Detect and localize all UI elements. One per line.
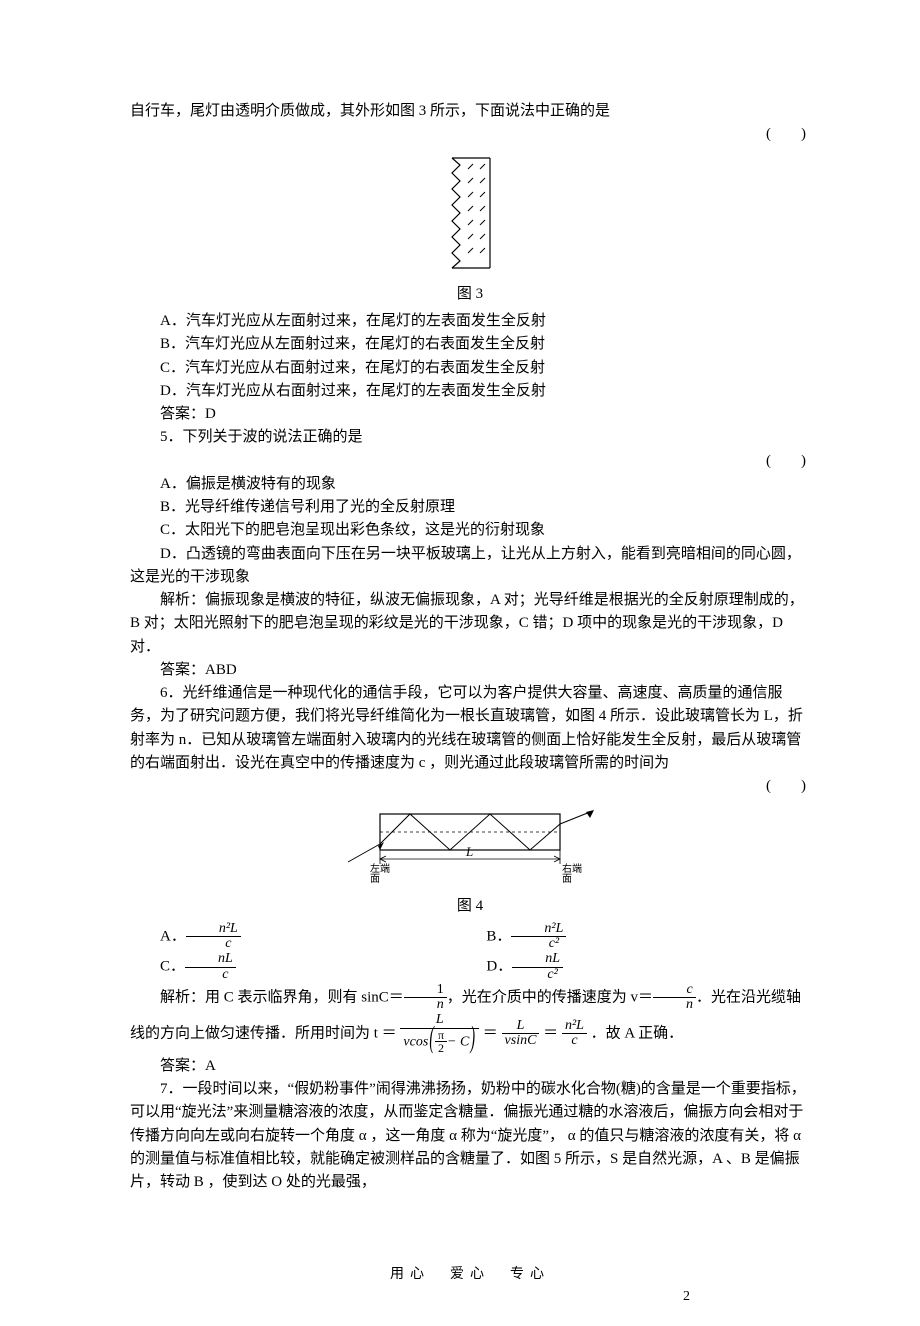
q6-explain-line2: 线的方向上做匀速传播．所用时间为 t ＝ L vcos(π2− C) ＝ Lvs…	[130, 1013, 810, 1055]
q6-options-row2: C．nLc D．nLc²	[130, 952, 810, 982]
q6-answer: 答案：A	[130, 1055, 810, 1078]
fig4-L-label: L	[465, 844, 473, 859]
q6-option-b: B．n²Lc²	[456, 922, 810, 952]
q4-paren: ( )	[130, 123, 810, 146]
q5-option-b: B．光导纤维传递信号利用了光的全反射原理	[130, 496, 810, 519]
figure-3	[130, 153, 810, 281]
figure-3-svg	[430, 153, 510, 273]
svg-text:面: 面	[370, 874, 380, 884]
q4-option-a: A．汽车灯光应从左面射过来，在尾灯的左表面发生全反射	[130, 310, 810, 333]
figure-4-caption: 图 4	[130, 895, 810, 918]
q6-explain-line1: 解析：用 C 表示临界角，则有 sinC＝1n，光在介质中的传播速度为 v＝cn…	[130, 983, 810, 1013]
q4-stem: 自行车，尾灯由透明介质做成，其外形如图 3 所示，下面说法中正确的是	[130, 100, 810, 123]
svg-text:面: 面	[562, 874, 572, 884]
q5-explain: 解析：偏振现象是横波的特征，纵波无偏振现象，A 对；光导纤维是根据光的全反射原理…	[130, 589, 810, 659]
figure-4-svg: 左端 面 右端 面 L	[340, 804, 600, 884]
q5-option-c: C．太阳光下的肥皂泡呈现出彩色条纹，这是光的衍射现象	[130, 519, 810, 542]
q5-option-d: D．凸透镜的弯曲表面向下压在另一块平板玻璃上，让光从上方射入，能看到亮暗相间的同…	[130, 543, 810, 590]
q4-option-c: C．汽车灯光应从右面射过来，在尾灯的右表面发生全反射	[130, 357, 810, 380]
figure-3-caption: 图 3	[130, 283, 810, 306]
q4-option-b: B．汽车灯光应从左面射过来，在尾灯的右表面发生全反射	[130, 333, 810, 356]
q6-options-row1: A．n²Lc B．n²Lc²	[130, 922, 810, 952]
q6-option-a: A．n²Lc	[130, 922, 456, 952]
q6-option-d: D．nLc²	[456, 952, 810, 982]
q4-option-d: D．汽车灯光应从右面射过来，在尾灯的左表面发生全反射	[130, 380, 810, 403]
q5-option-a: A．偏振是横波特有的现象	[130, 473, 810, 496]
figure-4: 左端 面 右端 面 L	[130, 804, 810, 892]
q6-option-c: C．nLc	[130, 952, 456, 982]
q6-paren: ( )	[130, 775, 810, 798]
q6-stem: 6．光纤维通信是一种现代化的通信手段，它可以为客户提供大容量、高速度、高质量的通…	[130, 682, 810, 775]
page-footer: 用心 爱心 专心 2	[130, 1264, 810, 1286]
q7-stem: 7．一段时间以来，“假奶粉事件”闹得沸沸扬扬，奶粉中的碳水化合物(糖)的含量是一…	[130, 1078, 810, 1194]
footer-motto: 用心 爱心 专心	[130, 1264, 810, 1286]
q4-answer: 答案：D	[130, 403, 810, 426]
q5-stem: 5．下列关于波的说法正确的是	[130, 426, 810, 449]
page-number: 2	[683, 1286, 690, 1308]
q5-answer: 答案：ABD	[130, 659, 810, 682]
q5-paren: ( )	[130, 450, 810, 473]
